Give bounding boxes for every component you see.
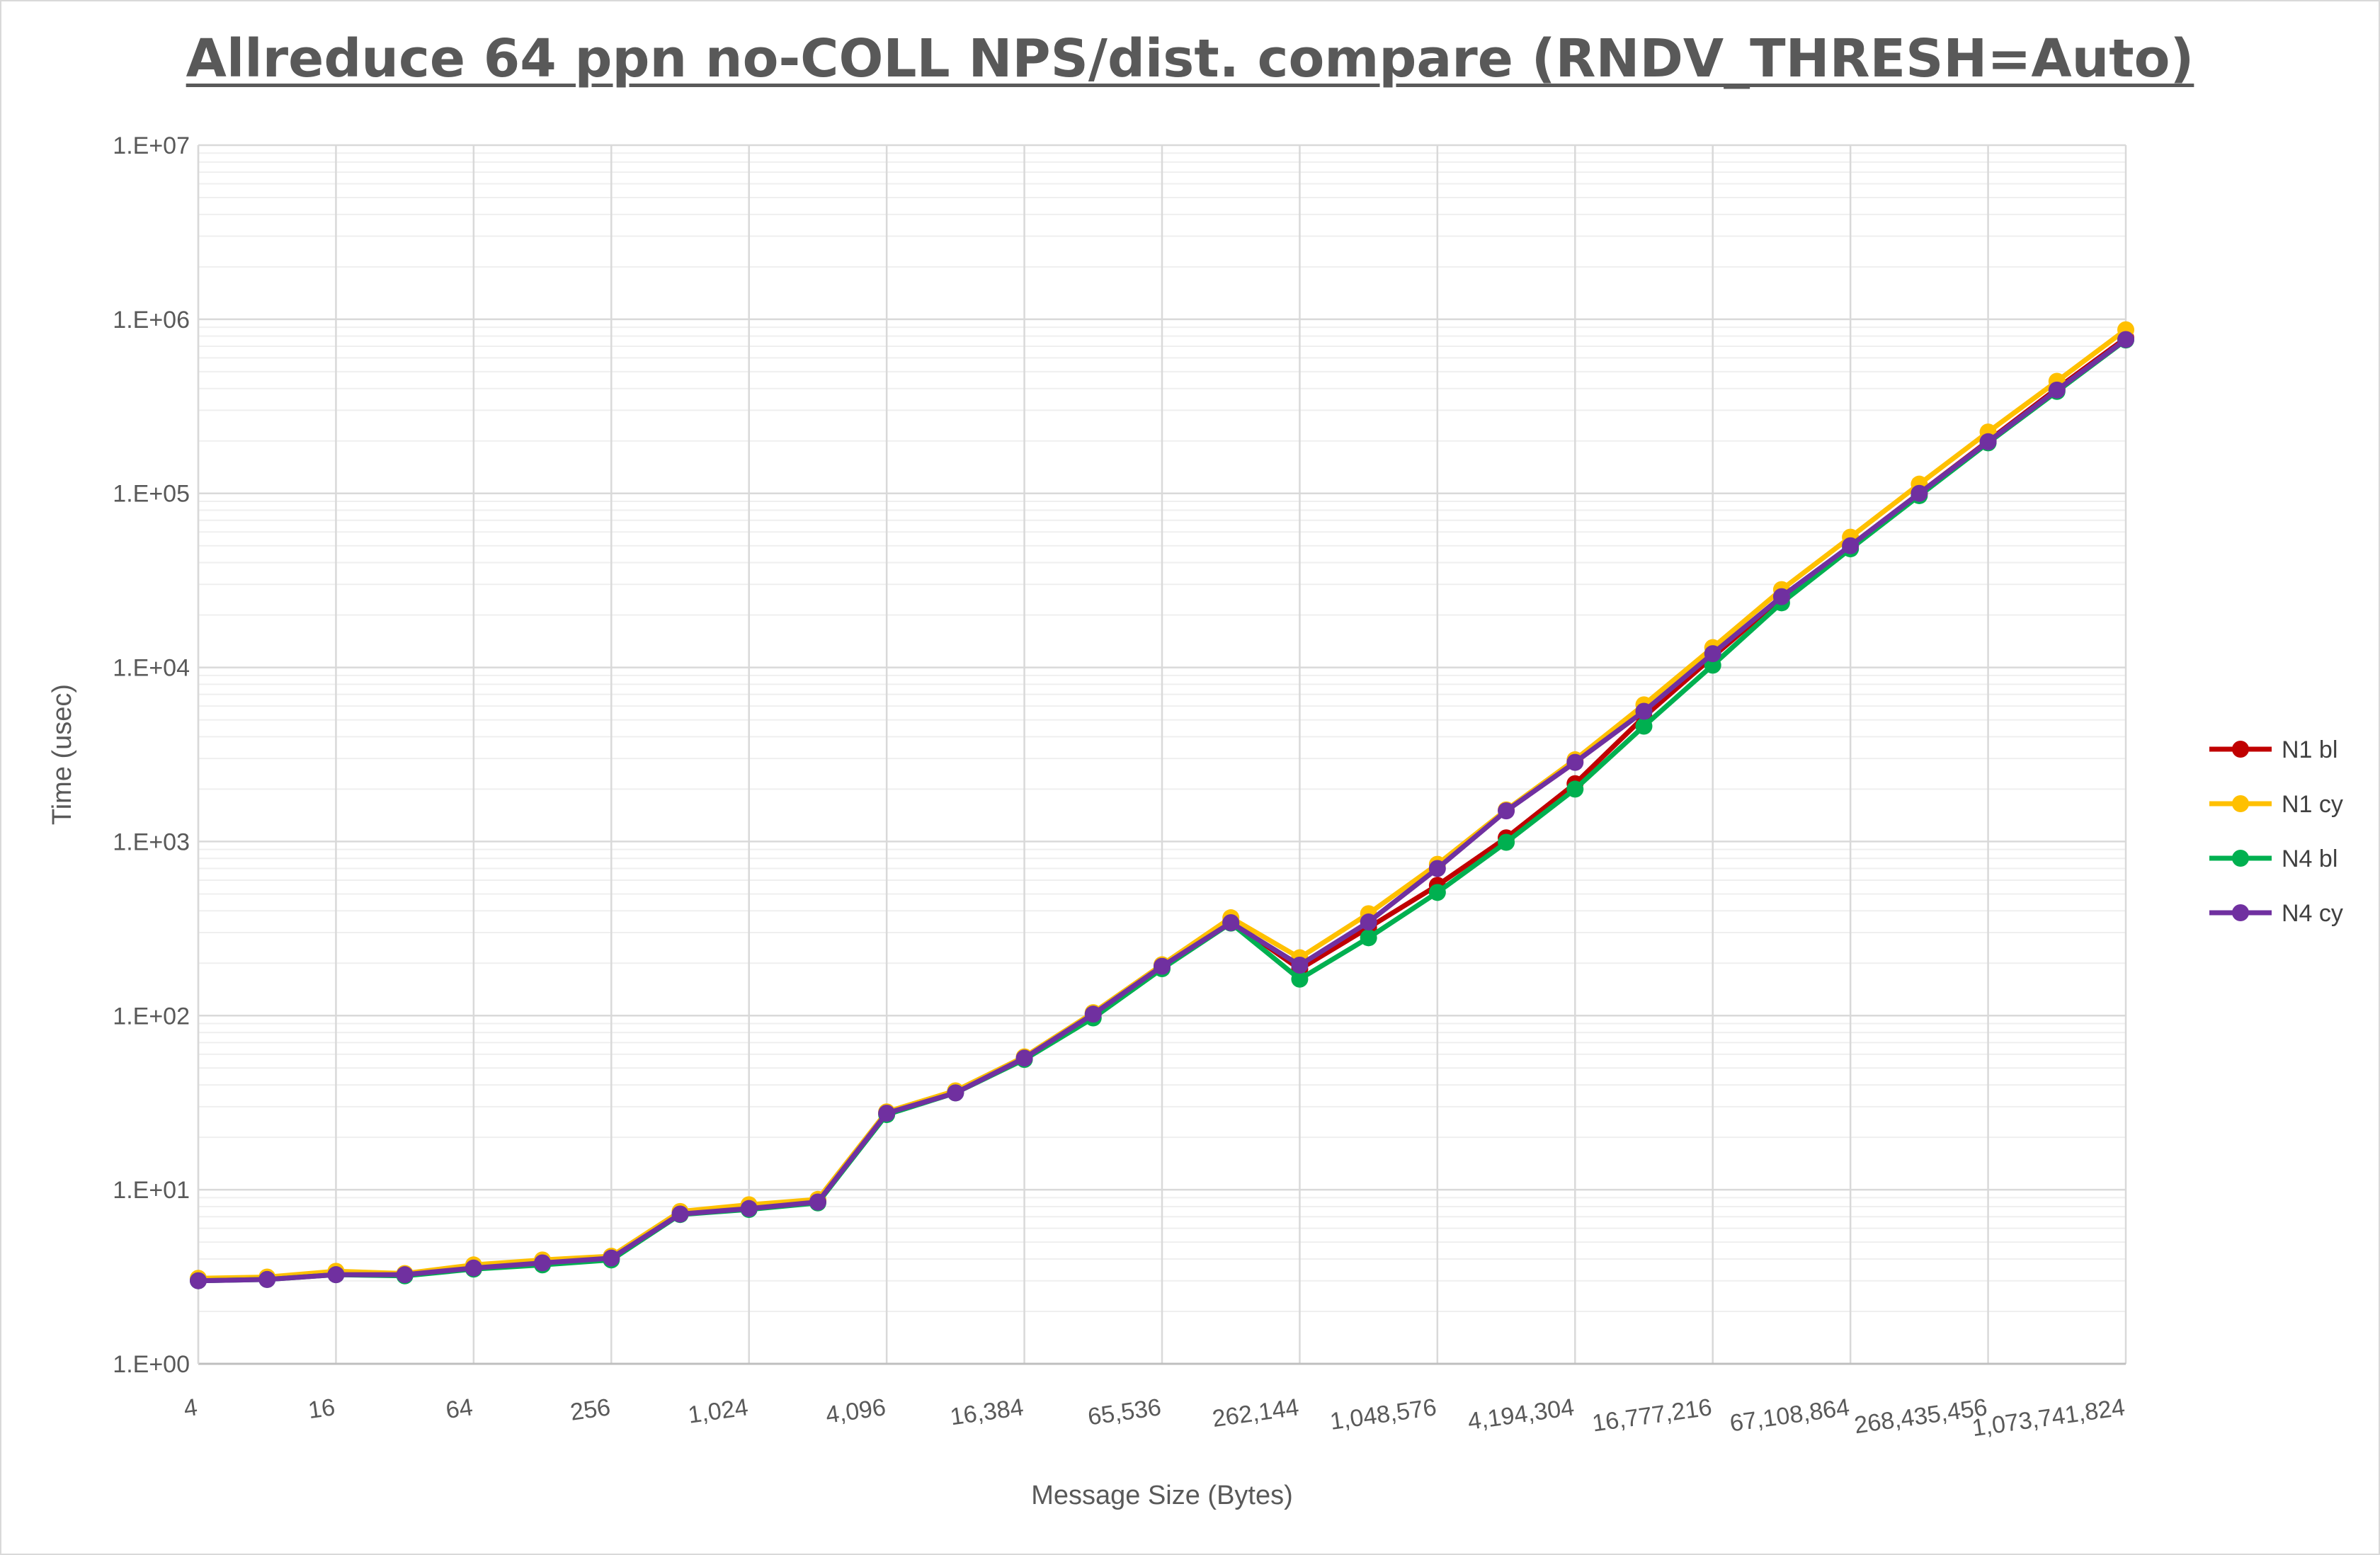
data-point xyxy=(1498,802,1515,820)
x-tick-label: 16 xyxy=(307,1394,337,1424)
x-tick-label: 4 xyxy=(182,1394,199,1422)
series-group xyxy=(190,321,2134,1289)
legend-swatch-marker xyxy=(2232,850,2249,867)
data-point xyxy=(1842,537,1860,554)
data-point xyxy=(671,1205,689,1223)
data-point xyxy=(1566,780,1584,798)
x-tick-label: 1,073,741,824 xyxy=(1971,1394,2127,1442)
x-tick-label: 67,108,864 xyxy=(1728,1394,1851,1437)
x-tick-label: 1,024 xyxy=(686,1394,750,1428)
data-point xyxy=(1635,717,1653,735)
legend-item: N4 cy xyxy=(2209,900,2343,927)
x-tick-label: 1,048,576 xyxy=(1328,1394,1438,1435)
data-point xyxy=(1015,1049,1033,1067)
legend-item: N4 bl xyxy=(2209,845,2338,872)
x-tick-label: 256 xyxy=(569,1394,612,1426)
data-point xyxy=(1291,956,1309,974)
data-point xyxy=(1428,884,1446,901)
data-point xyxy=(1635,702,1653,720)
y-tick-label: 1.E+02 xyxy=(113,1003,190,1030)
data-point xyxy=(1566,753,1584,771)
y-axis-label: Time (usec) xyxy=(47,684,77,825)
chart-title: Allreduce 64 ppn no-COLL NPS/dist. compa… xyxy=(186,28,2194,89)
data-point xyxy=(1291,970,1309,988)
x-tick-label: 4,096 xyxy=(824,1394,888,1428)
y-tick-label: 1.E+00 xyxy=(113,1351,190,1378)
x-tick-label: 64 xyxy=(444,1394,474,1424)
data-point xyxy=(465,1259,482,1277)
data-point xyxy=(327,1266,345,1284)
data-point xyxy=(1360,929,1377,947)
data-point xyxy=(809,1193,826,1211)
data-point xyxy=(1498,833,1515,851)
x-tick-label: 268,435,456 xyxy=(1852,1394,1989,1439)
y-tick-label: 1.E+05 xyxy=(113,481,190,508)
y-tick-label: 1.E+06 xyxy=(113,307,190,334)
data-point xyxy=(878,1105,896,1122)
x-axis-ticks: 4 16 64 256 1,024 4,096 16,384 65,536 262,144 1,0… xyxy=(182,1394,2126,1442)
legend-swatch-marker xyxy=(2232,904,2249,921)
data-point xyxy=(396,1266,414,1284)
data-point xyxy=(258,1270,276,1288)
y-axis-ticks: 1.E+00 1.E+01 1.E+02 1.E+03 1.E+04 1.E+05 1.E+… xyxy=(113,132,190,1378)
data-point xyxy=(1979,433,1997,450)
data-point xyxy=(740,1200,758,1217)
grid-lines xyxy=(197,144,2127,1365)
x-tick-label: 16,777,216 xyxy=(1590,1394,1714,1437)
y-tick-label: 1.E+04 xyxy=(113,655,190,682)
legend-label: N4 bl xyxy=(2282,845,2338,872)
x-tick-label: 16,384 xyxy=(948,1394,1025,1430)
data-point xyxy=(1222,913,1240,931)
legend-swatch-marker xyxy=(2232,795,2249,812)
legend-item: N1 cy xyxy=(2209,791,2343,818)
data-point xyxy=(1772,588,1790,605)
data-point xyxy=(1154,957,1171,975)
legend-item: N1 bl xyxy=(2209,736,2338,763)
data-point xyxy=(1911,484,1928,502)
data-point xyxy=(2048,381,2066,399)
data-point xyxy=(947,1084,964,1102)
data-point xyxy=(1360,913,1377,931)
data-point xyxy=(603,1249,620,1267)
x-tick-label: 4,194,304 xyxy=(1466,1394,1576,1435)
series-n4-cy xyxy=(190,331,2134,1289)
data-point xyxy=(1428,860,1446,877)
x-tick-label: 262,144 xyxy=(1211,1394,1301,1432)
data-point xyxy=(1704,645,1721,663)
data-point xyxy=(2117,331,2134,348)
legend-label: N1 bl xyxy=(2282,736,2338,763)
y-tick-label: 1.E+07 xyxy=(113,132,190,159)
data-point xyxy=(1084,1006,1102,1023)
x-axis-label: Message Size (Bytes) xyxy=(1031,1481,1293,1510)
legend: N1 bl N1 cy N4 bl N4 cy xyxy=(2209,736,2343,927)
plot-area xyxy=(197,145,2126,1365)
legend-label: N4 cy xyxy=(2282,900,2343,927)
y-tick-label: 1.E+01 xyxy=(113,1177,190,1204)
legend-label: N1 cy xyxy=(2282,791,2343,818)
legend-swatch-marker xyxy=(2232,741,2249,758)
data-point xyxy=(190,1272,207,1289)
data-point xyxy=(534,1254,552,1272)
y-tick-label: 1.E+03 xyxy=(113,828,190,855)
x-tick-label: 65,536 xyxy=(1086,1394,1163,1430)
